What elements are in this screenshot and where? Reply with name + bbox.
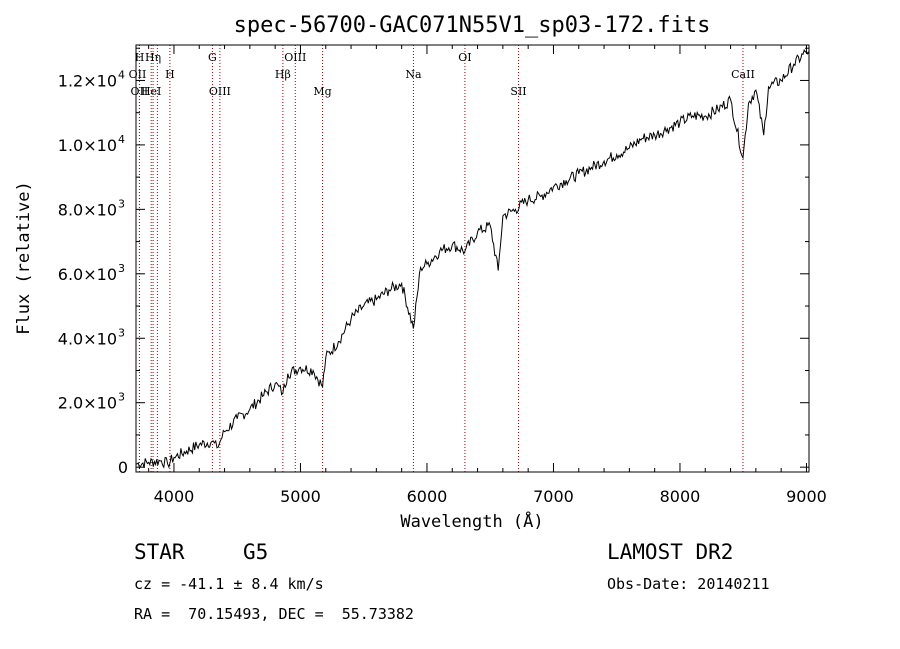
x-axis: 4000 5000 6000 7000 8000 9000 (148, 45, 827, 506)
y-tick-exponent: 3 (118, 326, 125, 339)
y-tick-mantissa: 4.0×10 (58, 329, 117, 348)
y-tick-label: 4.0×10 (58, 329, 117, 348)
reference-line-label: CaII (731, 68, 755, 81)
observation-date: Obs-Date: 20140211 (607, 575, 770, 593)
x-tick-label: 6000 (407, 487, 448, 506)
y-tick-mantissa: 6.0×10 (58, 265, 117, 284)
reference-lines (138, 45, 744, 472)
y-tick-mantissa: 0 (118, 458, 128, 477)
reference-line-label: OIII (284, 51, 306, 64)
y-tick-label: 6.0×10 (58, 265, 117, 284)
y-axis-label: Flux (relative) (14, 181, 34, 335)
y-axis: 02.0×10 34.0×10 36.0×10 38.0×10 31.0×10 41.2×… (58, 47, 809, 477)
x-tick-label: 7000 (533, 487, 574, 506)
reference-line-label: Mg (313, 85, 331, 98)
reference-line-label: OII (129, 68, 147, 81)
reference-line-label: HeI (141, 85, 161, 98)
y-tick-label: 1.2×10 (58, 71, 117, 90)
x-axis-label: Wavelength (Å) (400, 510, 543, 532)
y-tick-mantissa: 8.0×10 (58, 200, 117, 219)
x-tick-label: 9000 (786, 487, 827, 506)
reference-line-label: OII (131, 85, 149, 98)
reference-line-label: G (208, 51, 217, 64)
y-tick-exponent: 4 (118, 133, 125, 146)
object-class: STAR (134, 540, 185, 564)
y-tick-label: 1.0×10 (58, 136, 117, 155)
reference-line-label: Hβ (275, 68, 291, 81)
chart-title: spec-56700-GAC071N55V1_sp03-172.fits (234, 13, 711, 38)
reference-line-label: H (165, 68, 175, 81)
y-tick-mantissa: 1.0×10 (58, 136, 117, 155)
plot-frame (135, 44, 810, 473)
reference-line-label: H (135, 51, 145, 64)
redshift-velocity: cz = -41.1 ± 8.4 km/s (134, 575, 324, 593)
y-tick-exponent: 3 (118, 197, 125, 210)
coordinates: RA = 70.15493, DEC = 55.73382 (134, 605, 414, 623)
reference-line-label: OIII (209, 85, 231, 98)
reference-line-label: Hη (145, 51, 161, 64)
object-subclass: G5 (243, 540, 269, 564)
y-tick-mantissa: 2.0×10 (58, 394, 117, 413)
y-tick-exponent: 3 (118, 391, 125, 404)
y-tick-mantissa: 1.2×10 (58, 71, 117, 90)
survey-name: LAMOST DR2 (607, 540, 734, 564)
reference-line-label: Na (405, 68, 422, 81)
x-tick-label: 5000 (280, 487, 321, 506)
x-tick-label: 4000 (154, 487, 195, 506)
y-tick-label: 0 (118, 458, 128, 477)
reference-line-label: SII (510, 85, 526, 98)
x-tick-label: 8000 (660, 487, 701, 506)
reference-line-label: OI (458, 51, 471, 64)
y-tick-label: 2.0×10 (58, 394, 117, 413)
y-tick-exponent: 3 (118, 262, 125, 275)
y-tick-label: 8.0×10 (58, 200, 117, 219)
spectrum-line (136, 48, 810, 470)
y-tick-exponent: 4 (118, 68, 125, 81)
